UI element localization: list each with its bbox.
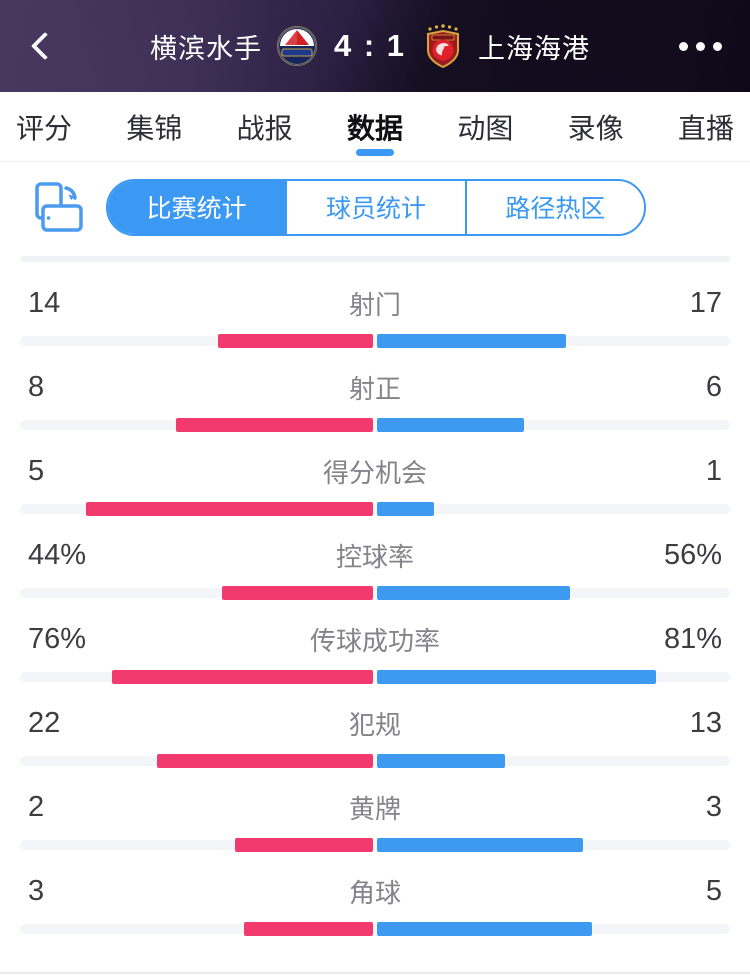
tab-highlights[interactable]: 集锦 <box>126 112 183 144</box>
main-tabbar: 评分 集锦 战报 数据 动图 录像 直播 <box>0 92 750 162</box>
tab-video[interactable]: 录像 <box>567 112 624 144</box>
stat-label: 角球 <box>348 877 401 908</box>
home-value: 76% <box>28 622 87 655</box>
stat-label: 射正 <box>348 373 401 404</box>
rotate-screen-icon[interactable] <box>28 176 90 238</box>
stat-row-yellow-cards: 2 黄牌 3 <box>0 784 750 868</box>
stat-row-corners: 3 角球 5 <box>0 868 750 952</box>
away-value: 6 <box>705 370 722 403</box>
away-value: 56% <box>663 538 722 571</box>
home-bar <box>218 334 373 348</box>
stat-bar-track <box>20 334 730 348</box>
home-bar <box>176 418 373 432</box>
ellipsis-icon <box>678 41 688 51</box>
away-value: 13 <box>689 706 722 739</box>
stat-row-fouls: 22 犯规 13 <box>0 700 750 784</box>
stat-bar-track <box>20 922 730 936</box>
score: 4 : 1 <box>333 28 407 63</box>
bottom-divider <box>0 972 750 974</box>
stat-label: 传球成功率 <box>309 625 440 656</box>
home-bar <box>244 922 373 936</box>
away-value: 3 <box>705 790 722 823</box>
section-divider <box>20 256 730 262</box>
home-value: 22 <box>28 706 61 739</box>
match-title: 横滨水手 4 : 1 上海海港 <box>90 23 650 69</box>
home-value: 2 <box>28 790 45 823</box>
stat-label: 得分机会 <box>322 457 427 488</box>
match-stats-list: 14 射门 17 8 射正 6 5 得分机会 1 <box>0 262 750 952</box>
away-value: 81% <box>663 622 722 655</box>
stat-row-shots: 14 射门 17 <box>0 280 750 364</box>
away-bar <box>377 418 524 432</box>
away-value: 1 <box>705 454 722 487</box>
stat-bar-track <box>20 502 730 516</box>
away-bar <box>377 586 570 600</box>
tab-data[interactable]: 数据 <box>341 92 409 161</box>
stat-bar-track <box>20 754 730 768</box>
away-bar <box>377 838 583 852</box>
stat-row-pass-accuracy: 76% 传球成功率 81% <box>0 616 750 700</box>
stat-label: 射门 <box>348 289 401 320</box>
away-team-name: 上海海港 <box>478 33 591 64</box>
home-team-badge-icon <box>276 23 318 69</box>
away-bar <box>377 922 592 936</box>
stats-segmented-control: 比赛统计 球员统计 路径热区 <box>106 178 646 236</box>
home-bar <box>86 502 373 516</box>
active-tab-indicator <box>355 149 394 156</box>
away-value: 5 <box>705 874 722 907</box>
stats-subbar: 比赛统计 球员统计 路径热区 <box>0 162 750 252</box>
back-button[interactable] <box>0 0 90 92</box>
home-team-name: 横滨水手 <box>149 33 262 64</box>
stat-row-possession: 44% 控球率 56% <box>0 532 750 616</box>
home-value: 44% <box>28 538 87 571</box>
away-bar <box>377 334 566 348</box>
stat-bar-track <box>20 418 730 432</box>
away-bar <box>377 502 434 516</box>
stat-row-shots-on-target: 8 射正 6 <box>0 364 750 448</box>
back-icon <box>30 31 60 61</box>
segment-heatmap[interactable]: 路径热区 <box>466 180 644 234</box>
away-bar <box>377 754 505 768</box>
home-value: 14 <box>28 286 61 319</box>
stat-row-big-chances: 5 得分机会 1 <box>0 448 750 532</box>
stat-bar-track <box>20 838 730 852</box>
tab-gifs[interactable]: 动图 <box>457 112 514 144</box>
stat-label: 黄牌 <box>348 793 401 824</box>
segment-match-stats[interactable]: 比赛统计 <box>108 180 288 234</box>
tab-report[interactable]: 战报 <box>236 112 293 144</box>
home-bar <box>222 586 373 600</box>
stat-label: 控球率 <box>335 541 414 572</box>
stat-bar-track <box>20 586 730 600</box>
stat-bar-track <box>20 670 730 684</box>
home-value: 8 <box>28 370 45 403</box>
more-button[interactable] <box>650 0 750 92</box>
stat-label: 犯规 <box>348 709 401 740</box>
home-value: 5 <box>28 454 45 487</box>
home-bar <box>235 838 373 852</box>
segment-player-stats[interactable]: 球员统计 <box>287 180 467 234</box>
match-header: 横滨水手 4 : 1 上海海港 <box>0 0 750 92</box>
away-bar <box>377 670 656 684</box>
tab-rating[interactable]: 评分 <box>16 112 73 144</box>
home-bar <box>112 670 373 684</box>
tab-live[interactable]: 直播 <box>677 112 734 144</box>
away-team-badge-icon <box>422 23 464 69</box>
home-bar <box>157 754 373 768</box>
home-value: 3 <box>28 874 45 907</box>
away-value: 17 <box>689 286 722 319</box>
